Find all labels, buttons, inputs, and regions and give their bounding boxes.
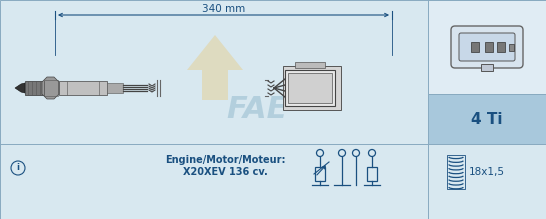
Bar (59, 81, 107, 95)
Text: Engine/Motor/Moteur:: Engine/Motor/Moteur: (165, 155, 285, 165)
Bar (288, 73, 332, 103)
Bar (485, 42, 493, 52)
Bar (367, 167, 377, 181)
Bar (25, 81, 47, 95)
Bar (283, 66, 341, 110)
Polygon shape (15, 83, 25, 93)
Polygon shape (187, 35, 243, 100)
Bar (497, 42, 505, 52)
Bar (428, 0, 546, 94)
Text: 4 Ti: 4 Ti (471, 111, 503, 127)
FancyBboxPatch shape (459, 33, 515, 61)
Text: FAE: FAE (226, 95, 288, 124)
Bar (428, 144, 546, 219)
Bar (481, 64, 493, 71)
Bar (315, 167, 325, 181)
Bar (471, 42, 479, 52)
Polygon shape (42, 77, 59, 99)
Bar (44, 80, 58, 96)
Text: X20XEV 136 cv.: X20XEV 136 cv. (182, 167, 268, 177)
Text: i: i (16, 164, 20, 173)
Text: 18x1,5: 18x1,5 (469, 167, 505, 177)
Bar (107, 83, 123, 93)
Bar (295, 62, 325, 68)
Bar (428, 94, 546, 144)
Bar (509, 44, 514, 51)
Text: 340 mm: 340 mm (202, 4, 245, 14)
FancyBboxPatch shape (451, 26, 523, 68)
Bar (285, 70, 335, 106)
Bar (447, 155, 465, 189)
